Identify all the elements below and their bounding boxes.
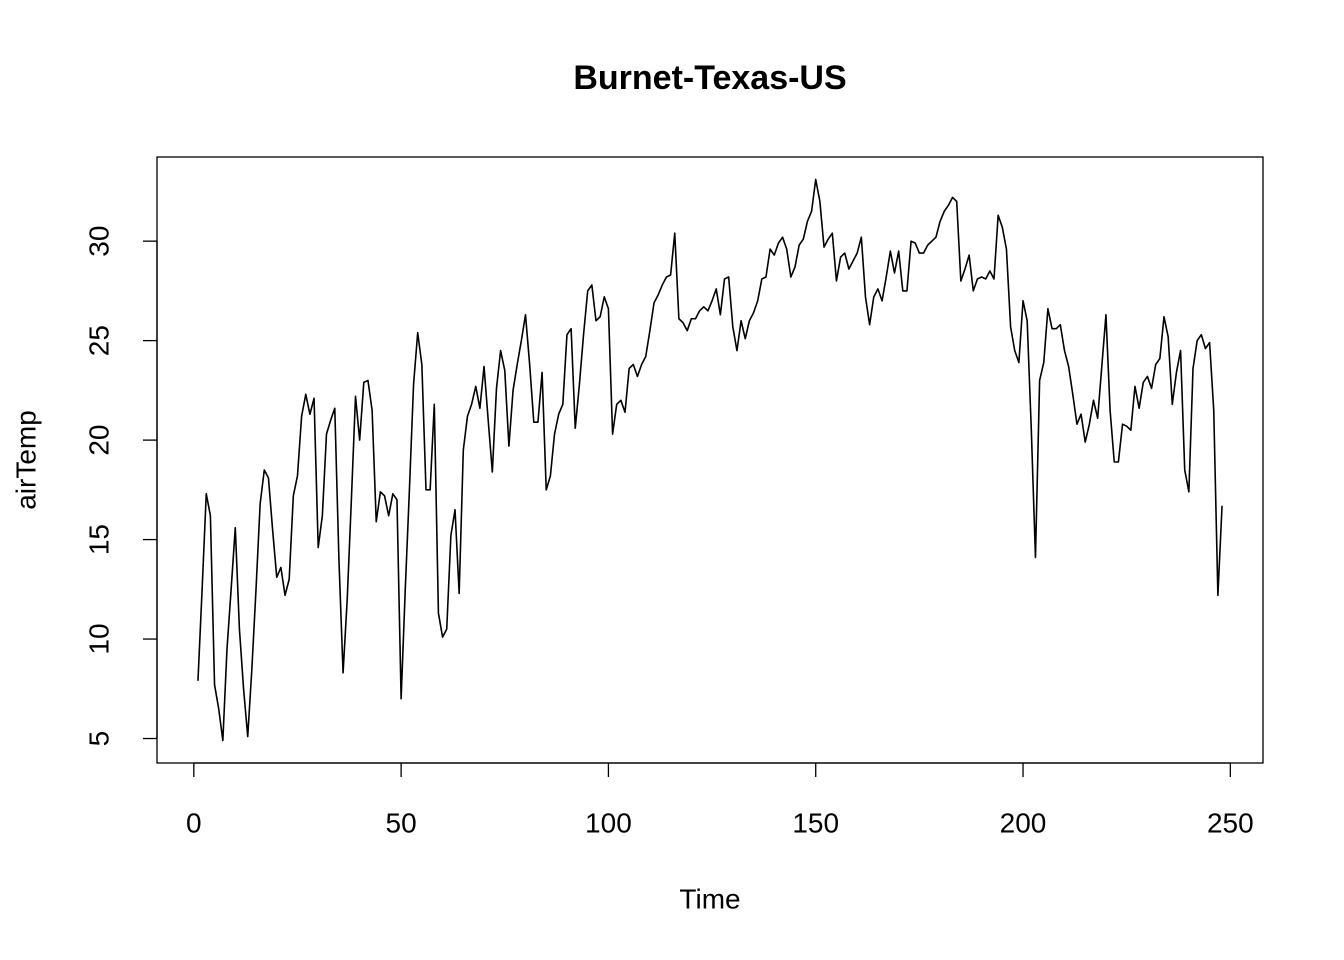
- x-tick-label: 150: [792, 807, 839, 838]
- y-tick-label: 25: [83, 325, 114, 356]
- x-tick-label: 100: [585, 807, 632, 838]
- x-tick-label: 0: [186, 807, 202, 838]
- y-tick-label: 20: [83, 425, 114, 456]
- y-tick-label: 15: [83, 524, 114, 555]
- y-tick-label: 5: [83, 731, 114, 747]
- y-tick-label: 10: [83, 623, 114, 654]
- x-tick-label: 200: [1000, 807, 1047, 838]
- x-axis-label: Time: [679, 883, 740, 914]
- y-tick-label: 30: [83, 226, 114, 257]
- data-line: [197, 178, 1223, 742]
- x-tick-label: 250: [1207, 807, 1254, 838]
- x-tick-label: 50: [386, 807, 417, 838]
- chart-title: Burnet-Texas-US: [573, 59, 846, 97]
- y-axis-label: airTemp: [10, 410, 41, 510]
